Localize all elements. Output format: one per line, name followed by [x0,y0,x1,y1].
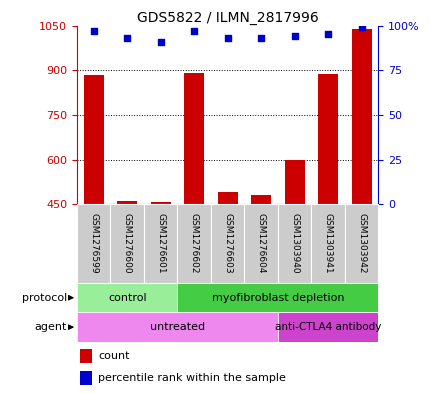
Bar [345,204,378,283]
Title: GDS5822 / ILMN_2817996: GDS5822 / ILMN_2817996 [137,11,319,24]
Bar [77,283,177,312]
Point [90,28,97,34]
Bar [80,371,92,385]
Text: anti-CTLA4 antibody: anti-CTLA4 antibody [275,322,381,332]
Bar [177,283,378,312]
Bar [211,204,245,283]
Bar [150,202,171,204]
Bar [144,204,177,283]
Bar [352,29,372,204]
Bar [77,312,278,342]
Text: GSM1276604: GSM1276604 [257,213,266,274]
Point [358,24,365,31]
Point [157,39,164,45]
Point [124,35,131,41]
Bar [177,204,211,283]
Text: GSM1276600: GSM1276600 [123,213,132,274]
Text: GSM1276602: GSM1276602 [190,213,199,274]
Bar [285,160,305,204]
Text: GSM1276599: GSM1276599 [89,213,98,274]
Text: agent: agent [35,322,67,332]
Point [291,33,298,39]
Bar [117,201,137,204]
Bar [77,204,110,283]
Bar [80,349,92,364]
Text: myofibroblast depletion: myofibroblast depletion [212,293,344,303]
Bar [218,191,238,204]
Point [224,35,231,41]
Bar [278,312,378,342]
Point [191,28,198,34]
Text: GSM1276601: GSM1276601 [156,213,165,274]
Text: GSM1303942: GSM1303942 [357,213,366,274]
Bar [184,73,204,204]
Bar [318,74,338,204]
Point [325,31,332,38]
Text: GSM1303940: GSM1303940 [290,213,299,274]
Bar [251,195,271,204]
Text: GSM1276603: GSM1276603 [223,213,232,274]
Bar [312,204,345,283]
Text: control: control [108,293,147,303]
Text: untreated: untreated [150,322,205,332]
Bar [278,204,312,283]
Text: GSM1303941: GSM1303941 [324,213,333,274]
Text: percentile rank within the sample: percentile rank within the sample [98,373,286,383]
Text: protocol: protocol [22,293,67,303]
Bar [84,75,104,204]
Bar [110,204,144,283]
Bar [245,204,278,283]
Point [258,35,265,41]
Text: count: count [98,351,130,361]
